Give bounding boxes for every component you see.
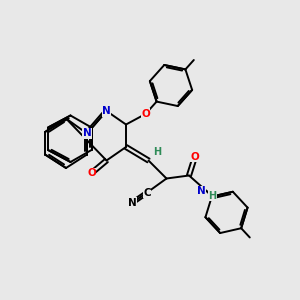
Text: N: N <box>197 186 206 197</box>
Text: C: C <box>143 188 151 198</box>
Text: H: H <box>153 147 161 157</box>
Text: O: O <box>190 152 200 162</box>
Text: N: N <box>102 106 111 116</box>
Text: H: H <box>208 191 217 201</box>
Text: O: O <box>141 109 150 119</box>
Text: N: N <box>82 128 91 139</box>
Text: N: N <box>128 197 137 208</box>
Text: O: O <box>87 168 96 178</box>
